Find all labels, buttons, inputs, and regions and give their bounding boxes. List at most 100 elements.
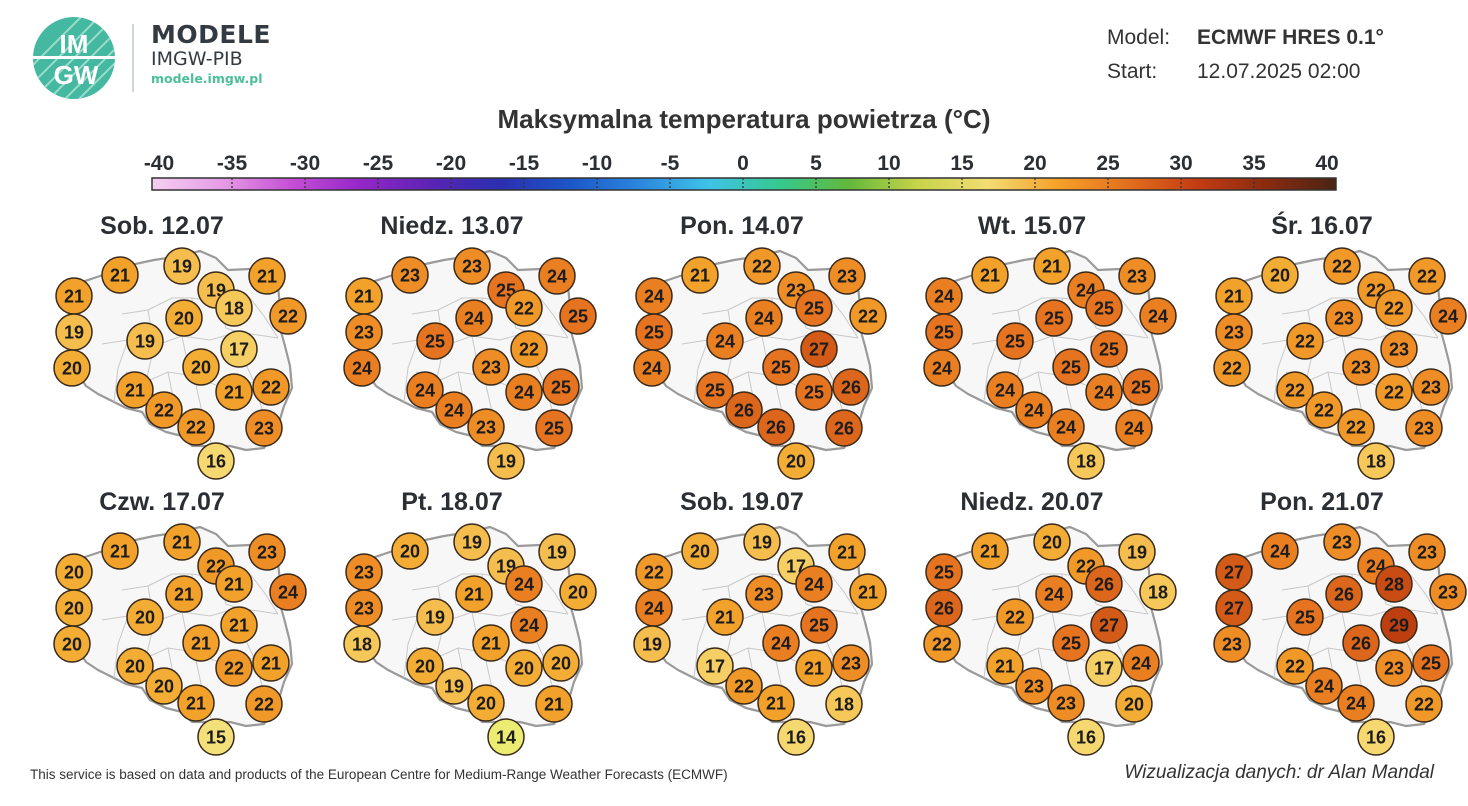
brand-name: MODELE <box>151 20 271 49</box>
temp-marker <box>215 289 253 327</box>
temp-marker <box>1035 575 1073 613</box>
region-border <box>403 339 419 403</box>
temp-marker <box>1047 684 1085 722</box>
temp-value: 23 <box>1224 323 1244 343</box>
region-border <box>983 339 999 403</box>
temp-value: 27 <box>1099 616 1119 636</box>
temp-value: 21 <box>191 634 211 654</box>
temp-marker <box>1139 573 1177 611</box>
temp-marker <box>145 667 183 705</box>
temp-value: 20 <box>135 608 155 628</box>
legend-tick-label: -15 <box>509 152 540 175</box>
temp-marker <box>391 256 429 294</box>
temp-value: 21 <box>229 616 249 636</box>
temp-value: 25 <box>1061 634 1081 654</box>
legend-tick-label: -35 <box>217 152 248 175</box>
source-note: This service is based on data and produc… <box>30 767 728 782</box>
temp-marker <box>1286 598 1324 636</box>
temp-marker <box>165 299 203 337</box>
temp-marker <box>542 368 580 406</box>
temp-marker <box>1090 606 1128 644</box>
panel-date: Niedz. 13.07 <box>380 212 524 240</box>
temp-marker <box>505 565 543 603</box>
temp-marker <box>681 256 719 294</box>
temp-marker <box>215 649 253 687</box>
temp-marker <box>505 373 543 411</box>
temp-marker <box>1085 373 1123 411</box>
temp-marker <box>757 408 795 446</box>
panel-date: Śr. 16.07 <box>1271 212 1373 240</box>
temp-value: 23 <box>837 267 857 287</box>
temp-value: 18 <box>1366 452 1386 472</box>
temp-marker <box>795 289 833 327</box>
temp-value: 20 <box>551 654 571 674</box>
temp-value: 24 <box>644 287 664 307</box>
temp-marker <box>762 624 800 662</box>
temp-value: 22 <box>1384 299 1404 319</box>
temp-value: 21 <box>858 583 878 603</box>
temp-value: 16 <box>1076 728 1096 748</box>
temp-marker <box>1033 523 1071 561</box>
temp-marker <box>832 368 870 406</box>
temp-marker <box>182 624 220 662</box>
temp-value: 24 <box>754 309 774 329</box>
model-value: ECMWF HRES 0.1° <box>1197 26 1384 49</box>
temp-marker <box>53 625 91 663</box>
temp-marker <box>1033 247 1071 285</box>
temp-marker <box>800 330 838 368</box>
temp-value: 24 <box>932 359 952 379</box>
region-border <box>249 297 279 339</box>
temp-value: 21 <box>980 542 1000 562</box>
temp-value: 27 <box>1224 599 1244 619</box>
temp-marker <box>1305 667 1343 705</box>
temp-marker <box>696 371 734 409</box>
temp-marker <box>1405 685 1443 723</box>
legend-tick-label: -25 <box>363 152 394 175</box>
temp-marker <box>1122 368 1160 406</box>
temp-value: 21 <box>464 585 484 605</box>
temp-marker <box>1408 257 1446 295</box>
temp-value: 22 <box>1285 381 1305 401</box>
temp-value: 25 <box>644 323 664 343</box>
temp-value: 24 <box>514 383 534 403</box>
temp-marker <box>510 606 548 644</box>
temp-value: 22 <box>254 695 274 715</box>
temp-value: 26 <box>734 401 754 421</box>
temp-marker <box>215 373 253 411</box>
temp-value: 27 <box>1224 563 1244 583</box>
temp-value: 22 <box>519 340 539 360</box>
temp-value: 20 <box>568 583 588 603</box>
brand-divider <box>132 24 134 92</box>
temp-marker <box>996 598 1034 636</box>
temp-marker <box>725 391 763 429</box>
temp-marker <box>163 523 201 561</box>
temp-marker <box>248 533 286 571</box>
temp-value: 25 <box>934 563 954 583</box>
temp-value: 19 <box>462 533 482 553</box>
start-value: 12.07.2025 02:00 <box>1197 60 1361 83</box>
temp-value: 23 <box>400 266 420 286</box>
temp-value: 25 <box>1295 608 1315 628</box>
temp-marker <box>467 684 505 722</box>
temp-value: 23 <box>354 599 374 619</box>
temp-value: 22 <box>1384 383 1404 403</box>
temp-value: 26 <box>834 419 854 439</box>
temp-value: 22 <box>224 659 244 679</box>
temp-value: 18 <box>1148 583 1168 603</box>
temp-value: 15 <box>206 728 226 748</box>
temp-value: 24 <box>642 359 662 379</box>
temp-value: 24 <box>547 267 567 287</box>
region-border <box>403 615 419 679</box>
temp-value: 17 <box>1094 659 1114 679</box>
temp-value: 25 <box>804 299 824 319</box>
temp-value: 23 <box>1332 533 1352 553</box>
temp-marker <box>777 718 815 756</box>
temp-marker <box>1047 408 1085 446</box>
temp-value: 24 <box>352 359 372 379</box>
temp-marker <box>1035 299 1073 337</box>
temp-value: 19 <box>496 452 516 472</box>
temp-marker <box>1408 533 1446 571</box>
temp-value: 23 <box>1421 378 1441 398</box>
temp-value: 22 <box>1295 332 1315 352</box>
